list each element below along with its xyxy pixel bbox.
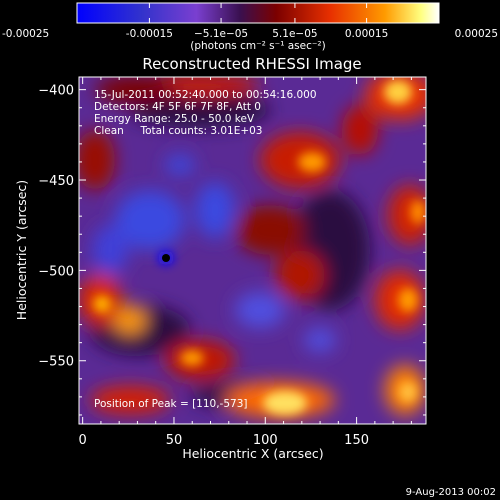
y-tick-label: −550	[38, 355, 74, 370]
colorbar-tick-label: 0.00025	[455, 28, 498, 40]
axis-ticks: 0 50 100 150 −400 −450 −500 −550	[38, 77, 426, 448]
colorbar-tick-label: 0.00015	[345, 28, 388, 40]
x-tick-label: 0	[79, 433, 87, 448]
annotation-clean: Clean Total counts: 3.01E+03	[94, 125, 263, 137]
date-stamp: 9-Aug-2013 00:02	[406, 487, 496, 498]
annotation-peak: Position of Peak = [110,-573]	[94, 398, 248, 410]
colorbar-ticks: -0.00025 -0.00015 −5.1e−05 5.1e−05 0.00015 0.…	[2, 3, 498, 40]
annotation-detectors: Detectors: 4F 5F 6F 7F 8F, Att 0	[94, 101, 261, 113]
colorbar-tick-label: −5.1e−05	[194, 28, 248, 40]
annotations: 15-Jul-2011 00:52:40.000 to 00:54:16.000…	[94, 89, 317, 410]
x-axis-label: Heliocentric X (arcsec)	[182, 446, 323, 461]
colorbar-tick-label: 5.1e−05	[272, 28, 317, 40]
annotation-time: 15-Jul-2011 00:52:40.000 to 00:54:16.000	[94, 89, 317, 101]
colorbar: -0.00025 -0.00015 −5.1e−05 5.1e−05 0.00015 0.…	[2, 2, 498, 52]
x-tick-label: 100	[253, 433, 278, 448]
heatmap-image	[79, 77, 426, 424]
chart-title: Reconstructed RHESSI Image	[142, 55, 361, 73]
y-tick-label: −450	[38, 174, 74, 189]
x-tick-label: 50	[166, 433, 183, 448]
colorbar-tick-label: -0.00025	[2, 28, 49, 40]
colorbar-units-label: (photons cm⁻² s⁻¹ asec⁻²)	[190, 40, 325, 52]
annotation-energy: Energy Range: 25.0 - 50.0 keV	[94, 113, 255, 125]
colorbar-gradient	[76, 2, 440, 24]
y-tick-label: −500	[38, 264, 74, 279]
plot-frame	[78, 76, 427, 425]
colorbar-tick-label: -0.00015	[126, 28, 173, 40]
y-tick-label: −400	[38, 84, 74, 99]
min-marker	[162, 254, 170, 262]
x-tick-label: 150	[344, 433, 369, 448]
y-axis-label: Heliocentric Y (arcsec)	[14, 180, 29, 320]
